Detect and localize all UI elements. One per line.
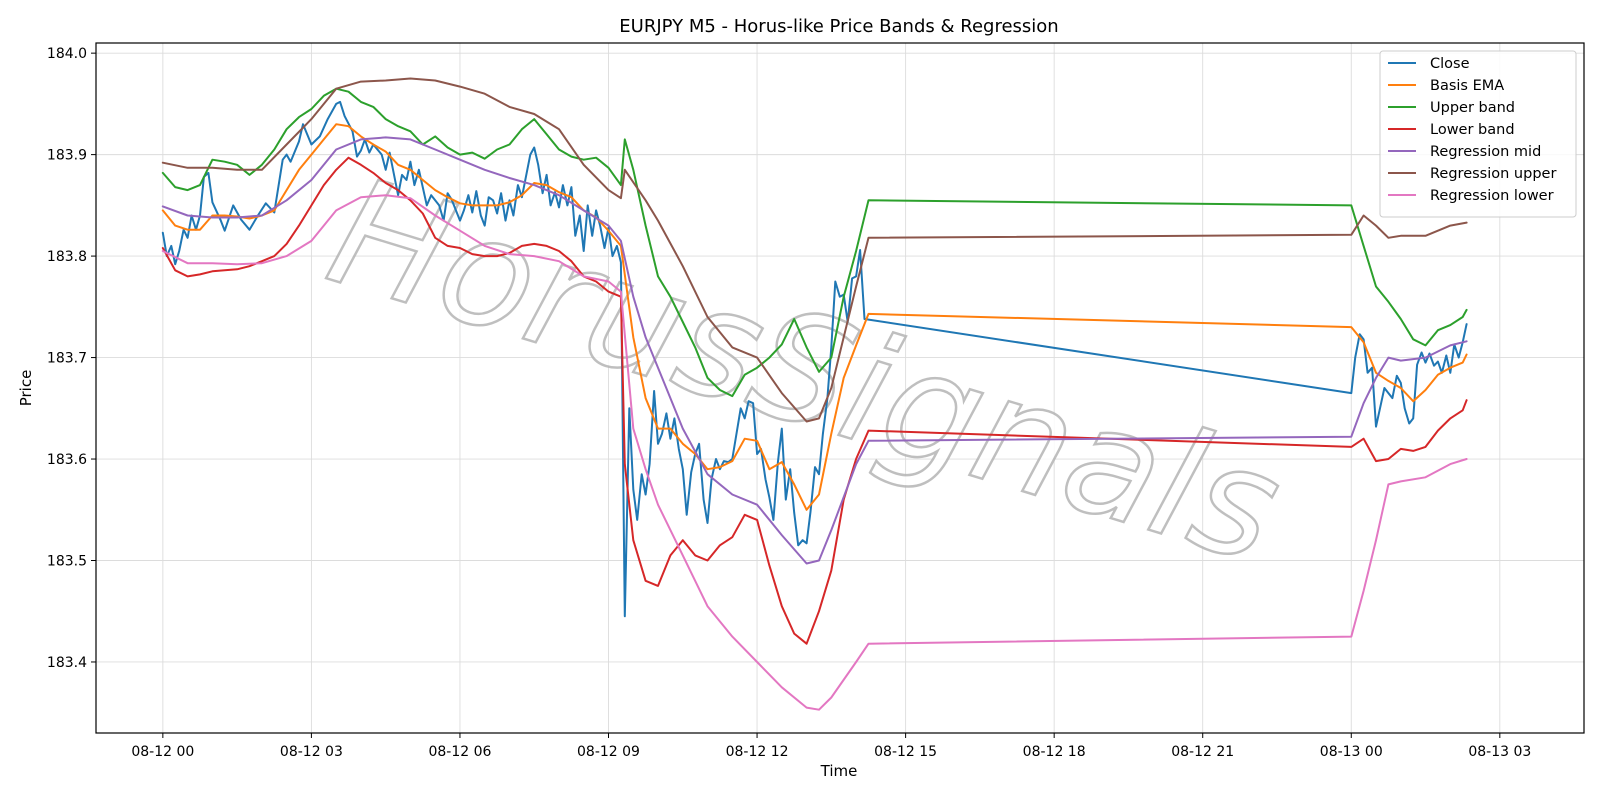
legend: Close Basis EMA Upper band Lower band Regres… (1379, 50, 1577, 218)
y-tick-label: 184.0 (47, 46, 87, 62)
x-tick-label: 08-12 00 (131, 744, 194, 760)
y-tick-label: 183.9 (47, 148, 87, 164)
x-tick-label: 08-12 15 (874, 744, 937, 760)
grid (96, 43, 1584, 733)
legend-box (1379, 50, 1577, 218)
y-tick-label: 183.4 (47, 655, 87, 671)
axis-ticks: 183.4 183.5 183.6 183.7 183.8 183.9 184.0 08-12… (47, 46, 1531, 760)
x-tick-label: 08-12 06 (428, 744, 491, 760)
legend-label: Lower band (1430, 122, 1515, 138)
y-tick-label: 183.8 (47, 249, 87, 265)
y-tick-label: 183.6 (47, 452, 87, 468)
legend-label: Close (1430, 56, 1470, 72)
legend-label: Regression upper (1430, 166, 1556, 182)
chart-title: EURJPY M5 - Horus-like Price Bands & Reg… (619, 16, 1058, 37)
series-lines (161, 77, 1468, 711)
y-axis-label: Price (17, 370, 35, 407)
legend-label: Basis EMA (1430, 78, 1504, 94)
x-tick-label: 08-13 00 (1320, 744, 1383, 760)
x-tick-label: 08-13 03 (1468, 744, 1531, 760)
series-line-upper-band (161, 87, 1468, 398)
legend-label: Regression lower (1430, 188, 1554, 204)
x-axis-label: Time (820, 762, 858, 780)
legend-label: Upper band (1430, 100, 1515, 116)
series-line-regression-mid (161, 136, 1468, 565)
y-tick-label: 183.5 (47, 554, 87, 570)
series-line-close (161, 100, 1468, 618)
plot-frame (95, 42, 1585, 734)
x-tick-label: 08-12 09 (577, 744, 640, 760)
series-line-regression-upper (161, 77, 1468, 423)
legend-label: Regression mid (1430, 144, 1541, 160)
x-tick-label: 08-12 18 (1023, 744, 1086, 760)
x-tick-label: 08-12 12 (726, 744, 789, 760)
x-tick-label: 08-12 03 (280, 744, 343, 760)
series-line-lower-band (161, 156, 1468, 645)
series-line-regression-lower (161, 194, 1468, 711)
y-tick-label: 183.7 (47, 351, 87, 367)
x-tick-label: 08-12 21 (1171, 744, 1234, 760)
